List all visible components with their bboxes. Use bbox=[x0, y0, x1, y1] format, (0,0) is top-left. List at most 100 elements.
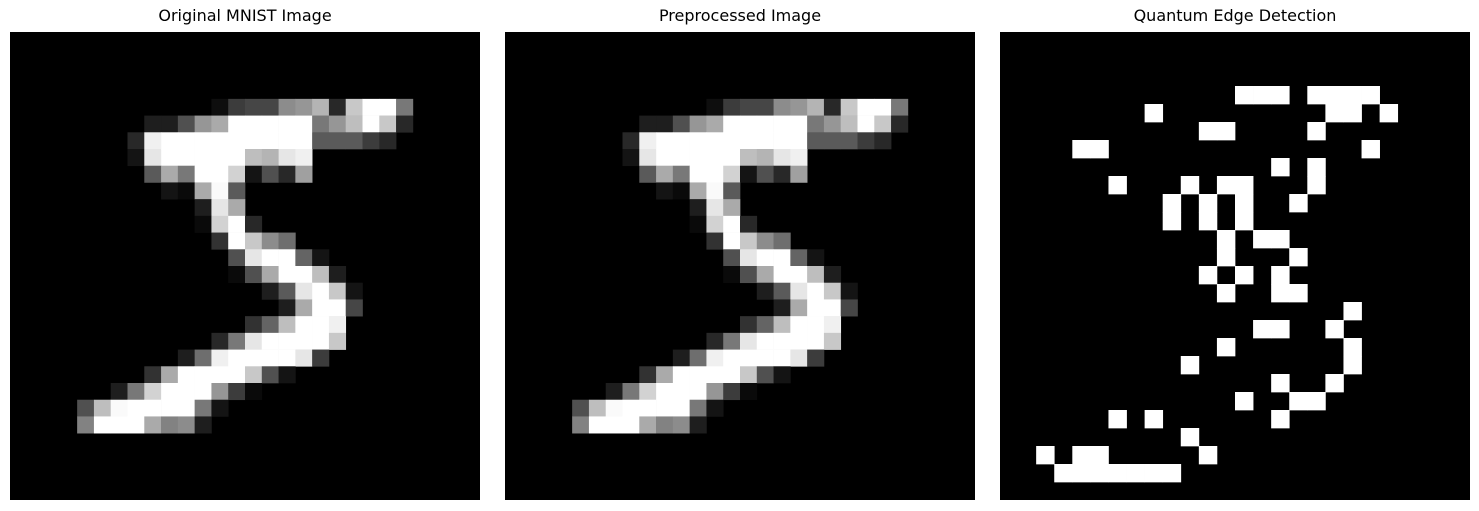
image-pixel bbox=[1144, 410, 1164, 429]
image-pixel bbox=[211, 383, 229, 401]
image-pixel bbox=[194, 182, 212, 200]
image-pixel bbox=[1072, 446, 1091, 465]
image-pixel bbox=[127, 383, 145, 401]
image-pixel bbox=[345, 98, 363, 116]
image-pixel bbox=[1216, 230, 1236, 249]
image-pixel bbox=[874, 98, 892, 116]
image-pixel bbox=[295, 282, 313, 300]
image-pixel bbox=[639, 149, 657, 167]
image-pixel bbox=[1361, 86, 1380, 105]
image-pixel bbox=[261, 249, 279, 267]
image-pixel bbox=[345, 115, 363, 133]
image-pixel bbox=[723, 165, 741, 183]
image-pixel bbox=[656, 149, 674, 167]
image-pixel bbox=[807, 349, 825, 367]
image-pixel bbox=[656, 182, 674, 200]
image-pixel bbox=[605, 383, 623, 401]
image-pixel bbox=[177, 182, 195, 200]
image-pixel bbox=[773, 349, 791, 367]
image-pixel bbox=[706, 199, 724, 217]
image-pixel bbox=[723, 149, 741, 167]
image-pixel bbox=[807, 98, 825, 116]
image-pixel bbox=[228, 199, 246, 217]
image-pixel bbox=[1271, 320, 1290, 339]
image-pixel bbox=[228, 232, 246, 250]
image-pixel bbox=[211, 182, 229, 200]
image-pixel bbox=[245, 366, 263, 384]
image-pixel bbox=[756, 366, 774, 384]
image-pixel bbox=[756, 165, 774, 183]
image-pixel bbox=[194, 115, 212, 133]
image-pixel bbox=[362, 98, 380, 116]
image-pixel bbox=[295, 316, 313, 334]
image-pixel bbox=[689, 383, 707, 401]
image-pixel bbox=[773, 165, 791, 183]
image-pixel bbox=[807, 299, 825, 317]
image-pixel bbox=[723, 383, 741, 401]
image-pixel bbox=[622, 149, 640, 167]
image-pixel bbox=[161, 165, 179, 183]
image-pixel bbox=[706, 182, 724, 200]
image-pixel bbox=[656, 165, 674, 183]
image-pixel bbox=[278, 299, 296, 317]
image-pixel bbox=[689, 349, 707, 367]
image-pixel bbox=[1180, 428, 1200, 447]
image-pixel bbox=[1090, 140, 1109, 159]
image-pixel bbox=[790, 266, 808, 284]
image-pixel bbox=[1216, 284, 1236, 303]
image-pixel bbox=[639, 383, 657, 401]
image-pixel bbox=[639, 416, 657, 434]
image-pixel bbox=[672, 115, 690, 133]
image-pixel bbox=[177, 349, 195, 367]
image-pixel bbox=[756, 149, 774, 167]
image-pixel bbox=[740, 149, 758, 167]
image-pixel bbox=[823, 115, 842, 133]
image-pixel bbox=[1180, 356, 1200, 375]
image-pixel bbox=[689, 399, 707, 417]
image-pixel bbox=[177, 132, 195, 150]
image-pixel bbox=[144, 399, 162, 417]
image-pixel bbox=[706, 149, 724, 167]
image-pixel bbox=[144, 132, 162, 150]
image-pixel bbox=[740, 165, 758, 183]
image-pixel bbox=[723, 98, 741, 116]
image-pixel bbox=[245, 98, 263, 116]
image-pixel bbox=[823, 332, 842, 350]
image-pixel bbox=[127, 132, 145, 150]
image-pixel bbox=[706, 132, 724, 150]
image-pixel bbox=[723, 232, 741, 250]
image-pixel bbox=[740, 366, 758, 384]
image-pixel bbox=[572, 399, 590, 417]
quantum-edge-image bbox=[1000, 32, 1470, 500]
image-pixel bbox=[740, 249, 758, 267]
image-pixel bbox=[328, 299, 347, 317]
image-pixel bbox=[857, 98, 875, 116]
image-pixel bbox=[790, 249, 808, 267]
image-pixel bbox=[656, 366, 674, 384]
image-pixel bbox=[295, 132, 313, 150]
image-pixel bbox=[261, 332, 279, 350]
image-pixel bbox=[1343, 302, 1362, 321]
image-pixel bbox=[689, 182, 707, 200]
image-pixel bbox=[672, 399, 690, 417]
image-pixel bbox=[1271, 374, 1290, 393]
image-pixel bbox=[1379, 104, 1399, 123]
image-pixel bbox=[177, 165, 195, 183]
image-pixel bbox=[706, 98, 724, 116]
image-pixel bbox=[194, 165, 212, 183]
image-pixel bbox=[245, 232, 263, 250]
image-pixel bbox=[622, 383, 640, 401]
image-pixel bbox=[312, 332, 330, 350]
image-pixel bbox=[295, 332, 313, 350]
image-pixel bbox=[689, 132, 707, 150]
image-pixel bbox=[110, 383, 128, 401]
image-pixel bbox=[295, 115, 313, 133]
image-pixel bbox=[345, 282, 363, 300]
image-pixel bbox=[639, 165, 657, 183]
image-pixel bbox=[194, 416, 212, 434]
image-pixel bbox=[790, 349, 808, 367]
image-pixel bbox=[672, 182, 690, 200]
image-pixel bbox=[328, 132, 347, 150]
image-pixel bbox=[245, 132, 263, 150]
image-pixel bbox=[790, 316, 808, 334]
